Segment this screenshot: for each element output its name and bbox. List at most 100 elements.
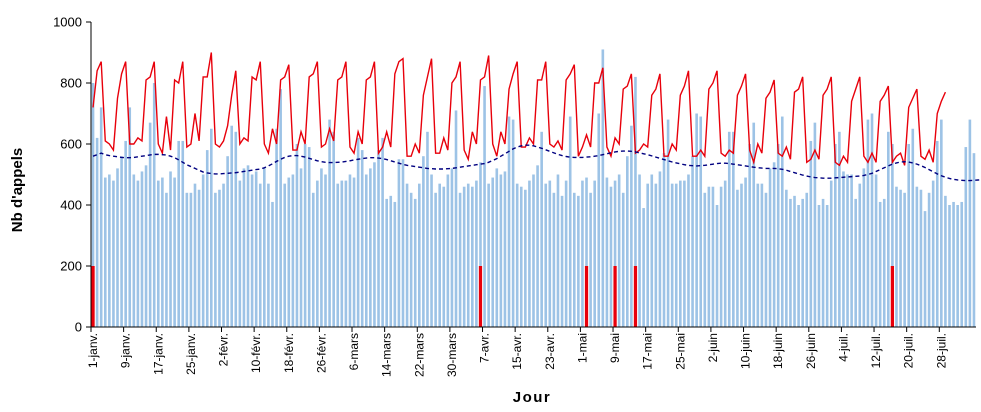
bar <box>691 156 694 327</box>
bar <box>638 174 641 327</box>
bar <box>148 122 152 328</box>
x-ticks: 1-janv. 9-janv. 17-janv. 25-janv. 2-févr. 10-… <box>86 327 948 377</box>
marker-bar <box>478 266 483 327</box>
bar <box>817 205 821 327</box>
bar <box>613 180 617 327</box>
bar <box>825 205 829 327</box>
bar <box>711 186 715 327</box>
bar <box>548 180 552 327</box>
bar <box>442 186 446 327</box>
bar <box>173 177 176 327</box>
markers-layer <box>91 266 895 327</box>
bar <box>124 140 127 327</box>
x-tick-label: 14-mars <box>380 333 394 377</box>
bar <box>397 159 401 327</box>
bar <box>344 180 348 327</box>
bar <box>866 119 870 327</box>
bar <box>895 186 898 327</box>
bar <box>789 198 792 327</box>
x-tick-label: 2-févr. <box>217 333 231 366</box>
bar <box>156 180 160 327</box>
bar <box>968 119 972 327</box>
bar <box>528 180 531 327</box>
bar <box>585 177 588 327</box>
y-tick-label: 800 <box>60 76 82 91</box>
bar <box>364 174 368 327</box>
bar <box>491 177 495 327</box>
bar <box>422 156 425 327</box>
bar <box>931 180 935 327</box>
bar <box>907 144 911 327</box>
x-tick-label: 25-mai <box>673 333 687 370</box>
x-tick-label: 22-mars <box>412 333 426 377</box>
bar <box>99 107 103 328</box>
series-line-moving-average <box>92 144 981 182</box>
bar <box>903 192 906 327</box>
bar <box>719 186 723 327</box>
bar <box>972 153 976 327</box>
bar <box>658 171 662 327</box>
x-tick-label: 2-juin <box>706 333 720 362</box>
bar <box>218 189 221 327</box>
bar <box>275 128 278 327</box>
x-tick-label: 9-mai <box>608 333 622 363</box>
bar <box>324 174 327 327</box>
bar <box>646 183 649 327</box>
bar <box>230 125 234 327</box>
marker-bar <box>890 266 895 327</box>
x-tick-label: 20-juil. <box>902 333 916 368</box>
bar <box>744 177 747 327</box>
bar <box>626 156 629 327</box>
bar <box>935 140 939 327</box>
x-tick-label: 23-avr. <box>543 333 557 370</box>
bar <box>401 159 405 327</box>
bar <box>756 183 760 327</box>
bar <box>874 174 878 327</box>
bar <box>426 131 429 327</box>
marker-bar <box>633 266 638 327</box>
x-tick-label: 18-juin <box>771 333 785 369</box>
bar <box>740 183 743 327</box>
bar <box>964 147 968 327</box>
bar <box>332 131 335 327</box>
bar <box>136 180 140 327</box>
bar <box>597 113 601 327</box>
x-tick-label: 18-févr. <box>282 333 296 373</box>
bar <box>95 137 99 327</box>
bar <box>776 144 780 327</box>
bar <box>316 180 319 327</box>
bar <box>466 183 470 327</box>
bar <box>956 205 959 327</box>
bar <box>948 205 951 327</box>
bar <box>524 189 527 327</box>
bar <box>846 174 849 327</box>
bar <box>560 195 564 327</box>
bar <box>103 177 107 327</box>
bar <box>821 198 825 327</box>
bar <box>952 201 955 327</box>
marker-bar <box>91 266 95 327</box>
bar <box>405 183 409 327</box>
bar <box>222 183 225 327</box>
bar <box>723 180 727 327</box>
bar <box>882 198 886 327</box>
bar <box>552 192 556 327</box>
bar <box>495 168 499 327</box>
bar <box>662 153 666 327</box>
bar <box>748 144 751 327</box>
bar <box>785 189 788 327</box>
x-tick-label: 10-juin <box>739 333 753 369</box>
bar <box>768 168 772 327</box>
bar <box>801 198 804 327</box>
bar <box>311 192 315 327</box>
bar <box>267 183 270 327</box>
bar <box>189 192 193 327</box>
bar <box>760 183 764 327</box>
bar <box>813 122 817 328</box>
bar <box>511 119 515 327</box>
bar <box>112 180 115 327</box>
bar <box>809 140 813 327</box>
bar <box>940 119 943 327</box>
bar <box>715 205 719 327</box>
bar <box>703 192 707 327</box>
